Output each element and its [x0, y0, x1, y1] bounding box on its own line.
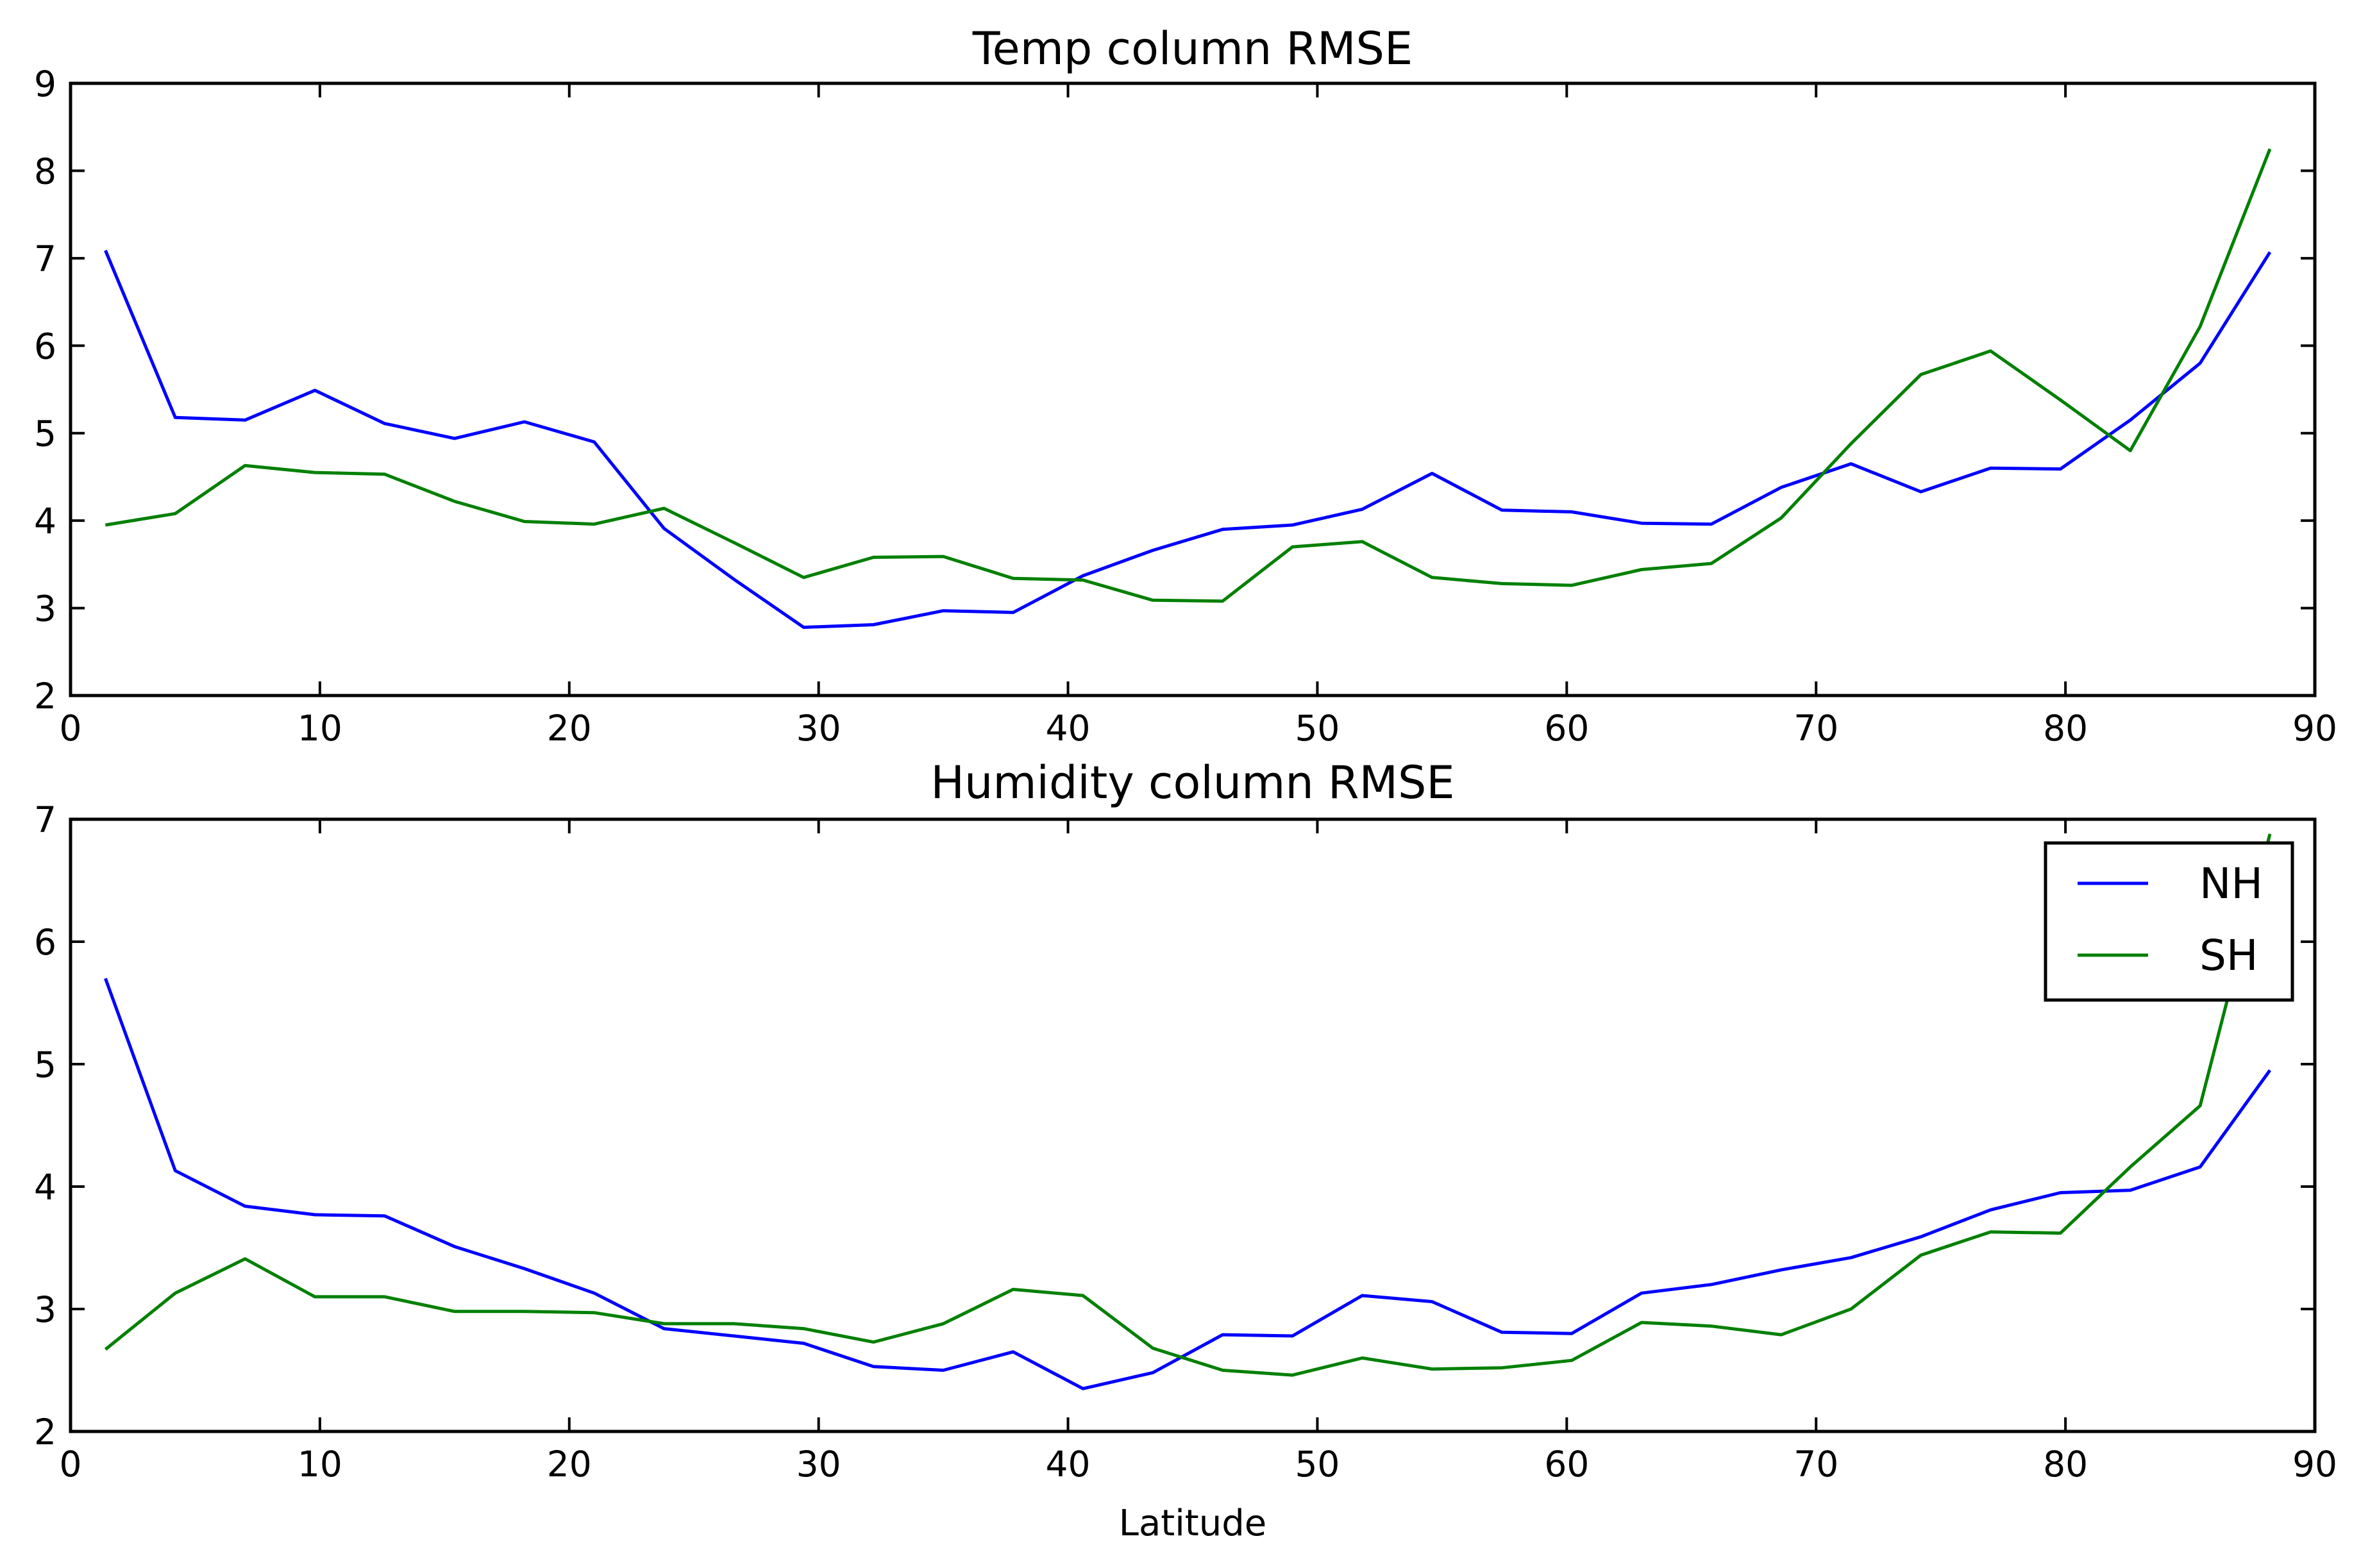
temp-y-tick-label: 3 — [34, 588, 56, 630]
temp-x-tick-label: 70 — [1794, 708, 1838, 749]
temp-rmse-chart: Temp column RMSE 0 10 20 30 40 50 60 70 80 90 2 3 4 5… — [34, 22, 2337, 749]
legend: NH SH — [2044, 841, 2294, 1002]
humidity-y-tick-label: 5 — [34, 1044, 56, 1085]
humidity-x-tick-label: 70 — [1794, 1444, 1838, 1485]
humidity-x-tick-label: 10 — [298, 1444, 342, 1485]
temp-x-tick-label: 40 — [1046, 708, 1091, 749]
legend-label-nh: NH — [2199, 859, 2263, 908]
temp-y-tick-label: 4 — [34, 501, 56, 542]
legend-box — [2044, 841, 2294, 1002]
temp-x-tick-label: 0 — [60, 708, 82, 749]
humidity-x-tick-label: 30 — [796, 1444, 841, 1485]
humidity-x-tick-label: 90 — [2292, 1444, 2337, 1485]
temp-x-tick-label: 20 — [547, 708, 592, 749]
temp-y-tick-label: 5 — [34, 413, 56, 455]
temp-chart-title: Temp column RMSE — [972, 22, 1413, 75]
humidity-ticks-layer: 0 10 20 30 40 50 60 70 80 90 2 3 4 5 6 7 — [34, 799, 2337, 1485]
temp-series-line-nh — [104, 249, 2272, 630]
temp-y-tick-label: 9 — [34, 63, 56, 104]
humidity-y-tick-label: 6 — [34, 922, 56, 963]
temp-x-tick-label: 50 — [1295, 708, 1340, 749]
temp-x-tick-label: 10 — [298, 708, 342, 749]
humidity-x-tick-label: 60 — [1544, 1444, 1589, 1485]
temp-series-layer — [104, 148, 2272, 630]
temp-x-tick-label: 90 — [2292, 708, 2337, 749]
humidity-series-line-nh — [104, 978, 2272, 1390]
humidity-x-axis-label: Latitude — [1119, 1503, 1266, 1544]
humidity-y-tick-label: 7 — [34, 799, 56, 840]
humidity-axes-frame — [69, 817, 2317, 1433]
temp-axes-frame — [69, 81, 2317, 697]
legend-label-sh: SH — [2199, 931, 2258, 980]
humidity-y-tick-label: 2 — [34, 1412, 56, 1453]
temp-ticks-layer: 0 10 20 30 40 50 60 70 80 90 2 3 4 5 6 7 8 9 — [34, 63, 2337, 749]
humidity-rmse-chart: Humidity column RMSE 0 10 20 30 40 50 60 70 80 90… — [34, 756, 2337, 1544]
humidity-series-layer — [104, 833, 2272, 1390]
humidity-chart-title: Humidity column RMSE — [930, 756, 1454, 809]
temp-y-tick-label: 6 — [34, 326, 56, 367]
humidity-y-tick-label: 3 — [34, 1289, 56, 1330]
temp-y-tick-label: 2 — [34, 676, 56, 717]
humidity-x-tick-label: 50 — [1295, 1444, 1340, 1485]
humidity-x-tick-label: 40 — [1046, 1444, 1091, 1485]
temp-y-tick-label: 8 — [34, 151, 56, 192]
humidity-y-tick-label: 4 — [34, 1167, 56, 1208]
temp-x-tick-label: 60 — [1544, 708, 1589, 749]
temp-series-line-sh — [105, 148, 2272, 603]
temp-x-tick-label: 30 — [796, 708, 841, 749]
temp-y-tick-label: 7 — [34, 238, 56, 279]
humidity-x-tick-label: 20 — [547, 1444, 592, 1485]
humidity-series-line-sh — [104, 833, 2272, 1377]
temp-x-tick-label: 80 — [2043, 708, 2088, 749]
humidity-x-tick-label: 80 — [2043, 1444, 2088, 1485]
humidity-x-tick-label: 0 — [60, 1444, 82, 1485]
